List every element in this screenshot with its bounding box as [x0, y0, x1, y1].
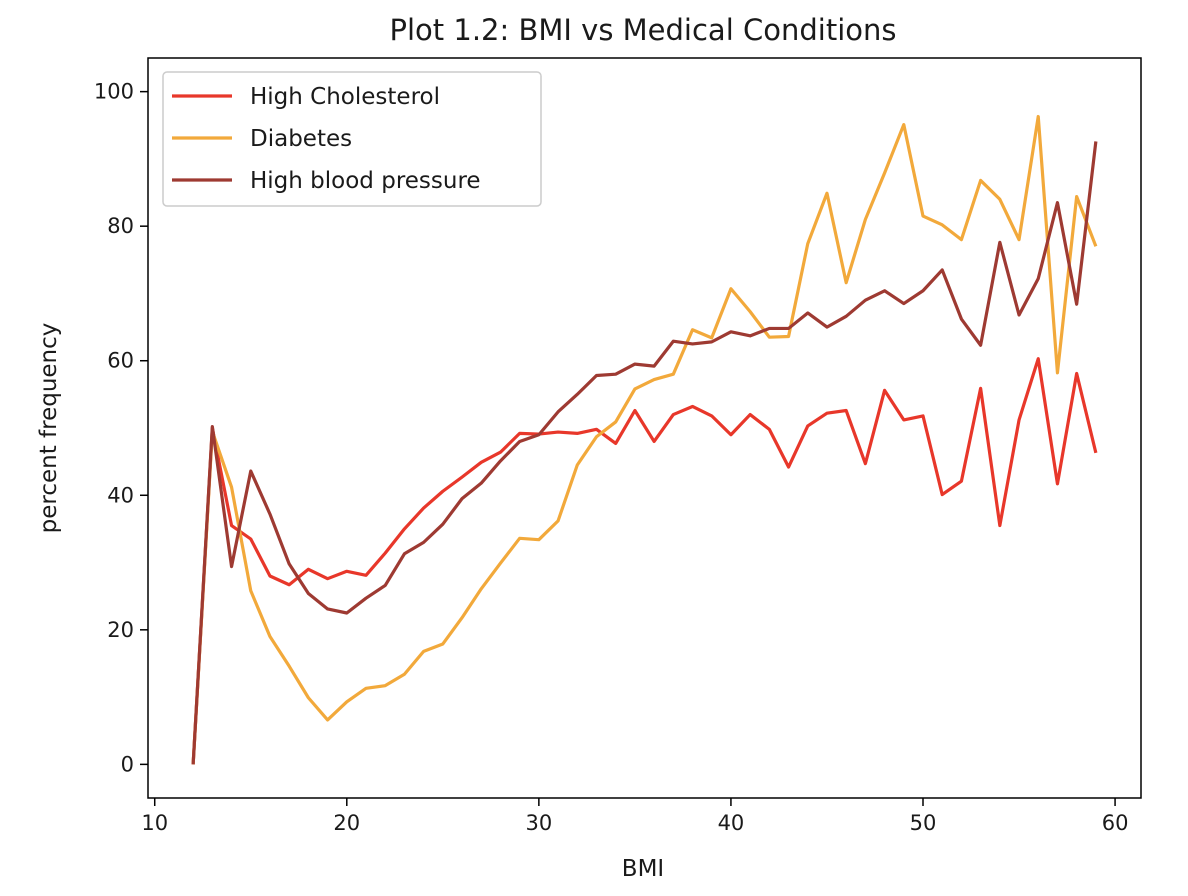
y-axis-label: percent frequency — [36, 323, 62, 534]
y-tick-label: 60 — [107, 349, 134, 373]
x-tick-label: 60 — [1102, 811, 1129, 835]
x-tick-label: 20 — [333, 811, 360, 835]
x-tick-label: 50 — [910, 811, 937, 835]
x-tick-label: 30 — [525, 811, 552, 835]
legend-box — [162, 71, 542, 207]
plot-lines — [191, 114, 1098, 765]
y-tick-label: 80 — [107, 214, 134, 238]
y-tick-label: 40 — [107, 483, 134, 507]
y-tick-label: 0 — [121, 752, 134, 776]
plot-frame — [147, 57, 1142, 799]
legend: High Cholesterol Diabetes High blood press… — [162, 71, 542, 207]
chart-title: Plot 1.2: BMI vs Medical Conditions — [390, 13, 897, 47]
legend-label-3: High blood pressure — [250, 168, 481, 194]
x-tick-label: 10 — [141, 811, 168, 835]
series-line-2 — [191, 114, 1098, 765]
y-tick-label: 100 — [94, 80, 134, 104]
x-axis-label: BMI — [622, 856, 664, 882]
x-axis: 10 20 30 40 50 60 — [141, 798, 1128, 835]
legend-label-1: High Cholesterol — [250, 84, 440, 110]
y-tick-label: 20 — [107, 618, 134, 642]
x-tick-label: 40 — [718, 811, 745, 835]
y-axis: 0 20 40 60 80 100 — [94, 80, 148, 776]
series-line-3 — [191, 141, 1098, 765]
legend-label-2: Diabetes — [250, 126, 352, 152]
series-line-1 — [191, 357, 1098, 765]
